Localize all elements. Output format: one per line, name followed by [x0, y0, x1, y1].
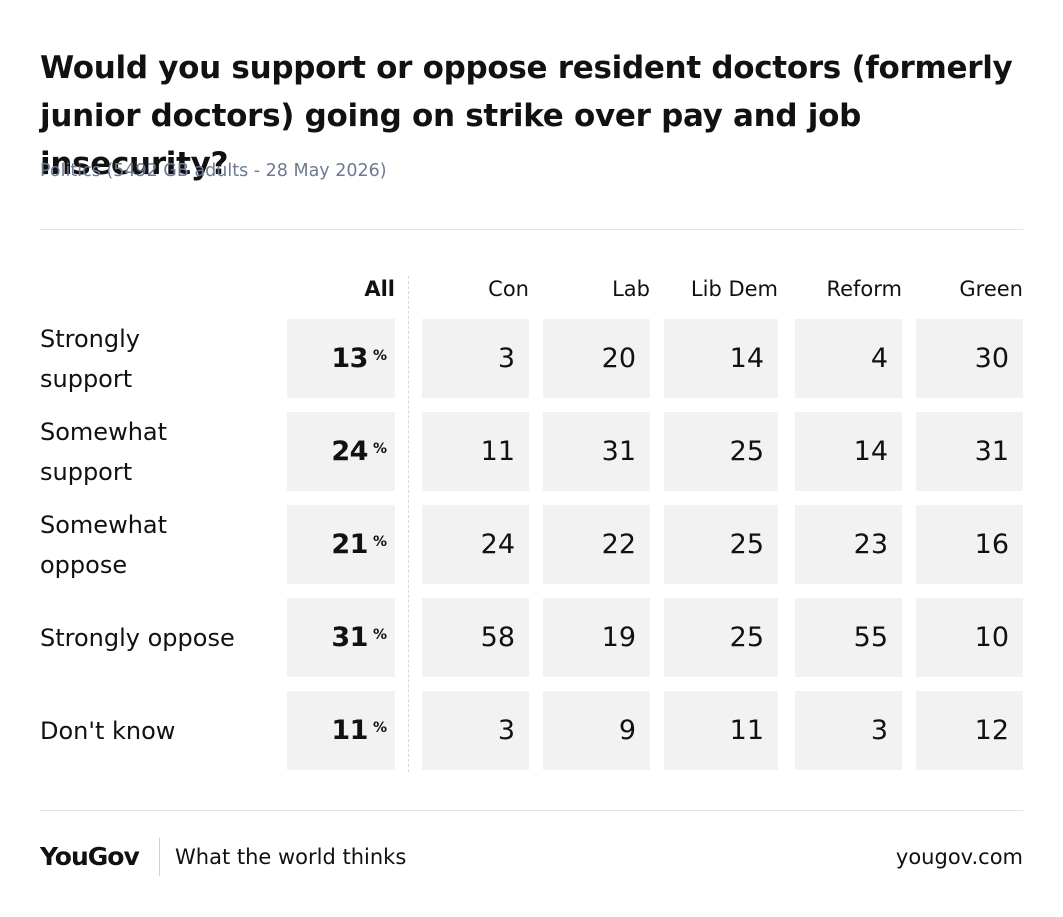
row-label-text: Strongly oppose — [40, 623, 235, 652]
cell-strongly-support-reform: 4 — [795, 319, 902, 398]
percent-sign: % — [372, 347, 387, 364]
cell-don-t-know-green: 12 — [916, 691, 1023, 770]
column-header-lab: Lab — [612, 277, 650, 301]
cell-don-t-know-all: 11% — [287, 691, 395, 770]
cell-value: 16 — [974, 529, 1009, 560]
cell-somewhat-oppose-reform: 23 — [795, 505, 902, 584]
cell-somewhat-oppose-lab: 22 — [543, 505, 650, 584]
percent-sign: % — [372, 626, 387, 643]
cell-value: 31 — [974, 436, 1009, 467]
cell-value: 25 — [729, 622, 764, 653]
cell-strongly-oppose-all: 31% — [287, 598, 395, 677]
column-header-all: All — [364, 277, 395, 301]
cell-value: 19 — [601, 622, 636, 653]
row-label-somewhat-oppose: Somewhat oppose — [40, 505, 280, 584]
cell-somewhat-support-con: 11 — [422, 412, 529, 491]
row-label-text: Somewhat support — [40, 417, 168, 486]
cell-strongly-oppose-lib-dem: 25 — [664, 598, 778, 677]
cell-somewhat-oppose-con: 24 — [422, 505, 529, 584]
cell-value: 14 — [853, 436, 888, 467]
cell-don-t-know-lab: 9 — [543, 691, 650, 770]
cell-value: 23 — [853, 529, 888, 560]
column-header-lib-dem: Lib Dem — [690, 277, 778, 301]
cell-somewhat-support-reform: 14 — [795, 412, 902, 491]
footer-tagline: What the world thinks — [175, 845, 407, 869]
cell-don-t-know-reform: 3 — [795, 691, 902, 770]
column-header-con: Con — [488, 277, 529, 301]
yougov-logo: YouGov — [40, 842, 140, 871]
cell-value: 9 — [618, 715, 636, 746]
cell-value: 11 — [480, 436, 515, 467]
cell-value: 58 — [480, 622, 515, 653]
cell-somewhat-support-green: 31 — [916, 412, 1023, 491]
row-label-strongly-support: Strongly support — [40, 319, 280, 398]
percent-sign: % — [372, 719, 387, 736]
logo-separator — [159, 838, 160, 876]
cell-value: 3 — [497, 715, 515, 746]
cell-value: 24 — [480, 529, 515, 560]
cell-value: 21 — [331, 529, 368, 560]
cell-value: 25 — [729, 529, 764, 560]
cell-value: 4 — [870, 343, 888, 374]
cell-value: 55 — [853, 622, 888, 653]
header-divider — [40, 229, 1023, 230]
footer-url: yougov.com — [895, 845, 1023, 869]
cell-strongly-support-green: 30 — [916, 319, 1023, 398]
cell-value: 25 — [729, 436, 764, 467]
chart-subtitle: Politics (5492 GB adults - 28 May 2026) — [40, 161, 387, 181]
cell-somewhat-oppose-all: 21% — [287, 505, 395, 584]
chart-title: Would you support or oppose resident doc… — [40, 50, 1013, 182]
cell-strongly-oppose-con: 58 — [422, 598, 529, 677]
cell-value: 3 — [497, 343, 515, 374]
cell-value: 31 — [331, 622, 368, 653]
cell-value: 13 — [331, 343, 368, 374]
cell-somewhat-support-lab: 31 — [543, 412, 650, 491]
cell-somewhat-support-all: 24% — [287, 412, 395, 491]
all-column-divider — [408, 276, 409, 772]
cell-value: 22 — [601, 529, 636, 560]
cell-strongly-support-lib-dem: 14 — [664, 319, 778, 398]
cell-value: 20 — [601, 343, 636, 374]
cell-strongly-oppose-lab: 19 — [543, 598, 650, 677]
cell-strongly-support-all: 13% — [287, 319, 395, 398]
cell-value: 14 — [729, 343, 764, 374]
row-label-text: Strongly support — [40, 324, 140, 393]
column-header-green: Green — [959, 277, 1023, 301]
cell-value: 31 — [601, 436, 636, 467]
cell-don-t-know-con: 3 — [422, 691, 529, 770]
cell-value: 3 — [870, 715, 888, 746]
column-header-reform: Reform — [826, 277, 902, 301]
footer-divider — [40, 810, 1023, 811]
cell-strongly-support-con: 3 — [422, 319, 529, 398]
cell-somewhat-oppose-green: 16 — [916, 505, 1023, 584]
cell-value: 30 — [974, 343, 1009, 374]
cell-don-t-know-lib-dem: 11 — [664, 691, 778, 770]
cell-value: 24 — [331, 436, 368, 467]
row-label-strongly-oppose: Strongly oppose — [40, 598, 280, 677]
row-label-don-t-know: Don't know — [40, 691, 280, 770]
cell-somewhat-support-lib-dem: 25 — [664, 412, 778, 491]
cell-strongly-support-lab: 20 — [543, 319, 650, 398]
percent-sign: % — [372, 533, 387, 550]
cell-value: 10 — [974, 622, 1009, 653]
cell-value: 11 — [729, 715, 764, 746]
cell-value: 12 — [974, 715, 1009, 746]
cell-somewhat-oppose-lib-dem: 25 — [664, 505, 778, 584]
percent-sign: % — [372, 440, 387, 457]
row-label-somewhat-support: Somewhat support — [40, 412, 280, 491]
row-label-text: Somewhat oppose — [40, 510, 168, 579]
row-label-text: Don't know — [40, 716, 176, 745]
cell-value: 11 — [331, 715, 368, 746]
cell-strongly-oppose-reform: 55 — [795, 598, 902, 677]
cell-strongly-oppose-green: 10 — [916, 598, 1023, 677]
